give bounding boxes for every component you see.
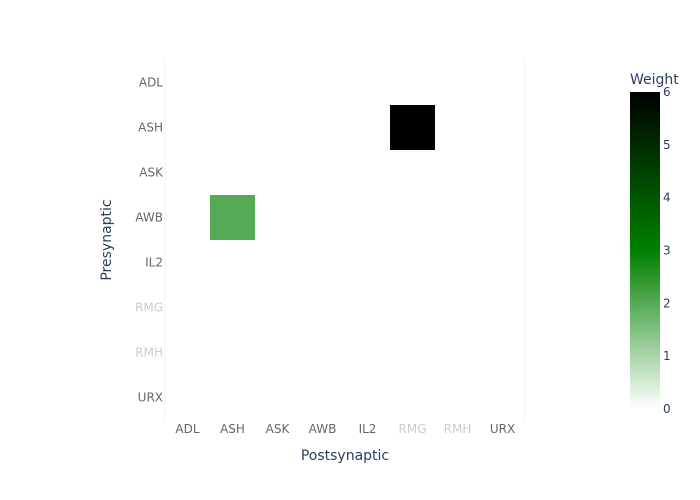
- heatmap-cell-awb-ash: [210, 195, 255, 240]
- y-axis-title: Presynaptic: [99, 199, 115, 280]
- x-tick-adl: ADL: [175, 422, 199, 436]
- x-tick-rmh: RMH: [444, 422, 472, 436]
- y-tick-urx: URX: [138, 391, 163, 405]
- colorbar-title: Weight: [630, 72, 679, 88]
- colorbar-tick-4: 4: [663, 191, 671, 205]
- y-tick-ask: ASK: [139, 166, 164, 180]
- colorbar-gradient: [630, 92, 660, 409]
- x-tick-ash: ASH: [220, 422, 245, 436]
- colorbar: Weight 0 1 2 3 4 5 6: [630, 72, 679, 416]
- x-tick-rmg: RMG: [399, 422, 427, 436]
- colorbar-tick-3: 3: [663, 244, 671, 258]
- colorbar-tick-2: 2: [663, 296, 671, 310]
- heatmap-cells: [210, 105, 435, 240]
- y-tick-rmh: RMH: [135, 346, 163, 360]
- y-tick-awb: AWB: [135, 211, 163, 225]
- colorbar-tick-6: 6: [663, 85, 671, 99]
- x-axis-title: Postsynaptic: [301, 448, 389, 464]
- x-axis-ticks: ADL ASH ASK AWB IL2 RMG RMH URX: [175, 422, 515, 436]
- heatmap-cell-ash-rmg: [390, 105, 435, 150]
- y-tick-rmg: RMG: [135, 301, 163, 315]
- x-tick-il2: IL2: [359, 422, 377, 436]
- colorbar-tick-0: 0: [663, 402, 671, 416]
- x-tick-ask: ASK: [266, 422, 291, 436]
- x-tick-awb: AWB: [309, 422, 337, 436]
- colorbar-tick-1: 1: [663, 349, 671, 363]
- y-tick-adl: ADL: [139, 76, 163, 90]
- plot-area: [164, 60, 526, 420]
- x-tick-urx: URX: [490, 422, 515, 436]
- y-tick-il2: IL2: [145, 256, 163, 270]
- y-tick-ash: ASH: [138, 121, 163, 135]
- y-axis-ticks: ADL ASH ASK AWB IL2 RMG RMH URX: [135, 76, 164, 405]
- colorbar-ticks: 0 1 2 3 4 5 6: [663, 85, 671, 416]
- colorbar-tick-5: 5: [663, 138, 671, 152]
